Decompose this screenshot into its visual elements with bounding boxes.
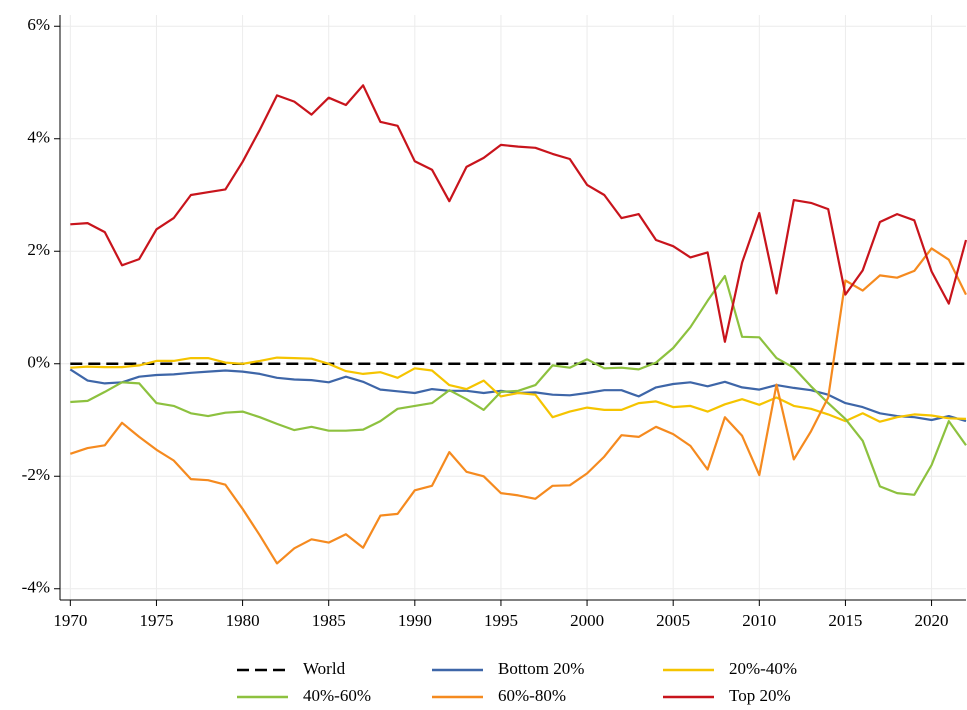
series-line xyxy=(70,274,967,496)
legend-label: 20%-40% xyxy=(729,659,797,678)
x-tick-label: 1985 xyxy=(312,611,346,630)
x-tick-label: 2015 xyxy=(828,611,862,630)
y-tick-label: 0% xyxy=(27,353,50,372)
x-tick-label: 2000 xyxy=(570,611,604,630)
legend-label: World xyxy=(303,659,346,678)
x-tick-label: 1970 xyxy=(53,611,87,630)
y-tick-label: 4% xyxy=(27,128,50,147)
y-tick-label: 6% xyxy=(27,15,50,34)
x-tick-label: 1975 xyxy=(139,611,173,630)
series-line xyxy=(70,356,967,423)
series-line xyxy=(69,247,967,565)
legend-label: Top 20% xyxy=(729,686,791,705)
y-tick-label: -2% xyxy=(22,465,50,484)
y-tick-label: 2% xyxy=(27,240,50,259)
series-line xyxy=(70,84,967,343)
legend-label: Bottom 20% xyxy=(498,659,584,678)
x-tick-label: 2020 xyxy=(915,611,949,630)
y-tick-label: -4% xyxy=(22,578,50,597)
x-tick-label: 1995 xyxy=(484,611,518,630)
x-tick-label: 2010 xyxy=(742,611,776,630)
x-tick-label: 2005 xyxy=(656,611,690,630)
x-tick-label: 1990 xyxy=(398,611,432,630)
legend-label: 60%-80% xyxy=(498,686,566,705)
x-tick-label: 1980 xyxy=(226,611,260,630)
legend-label: 40%-60% xyxy=(303,686,371,705)
